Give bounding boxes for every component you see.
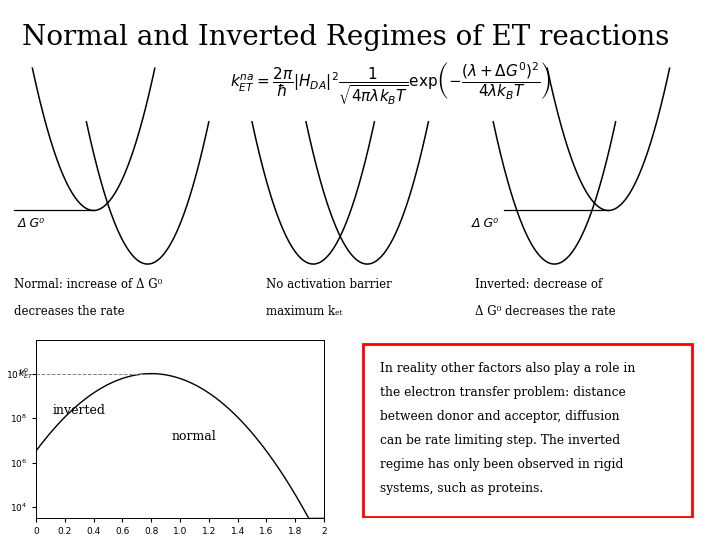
Text: Inverted: decrease of: Inverted: decrease of xyxy=(475,279,603,292)
Text: inverted: inverted xyxy=(53,404,106,417)
Text: can be rate limiting step. The inverted: can be rate limiting step. The inverted xyxy=(380,434,621,447)
Text: No activation barrier: No activation barrier xyxy=(266,279,392,292)
Text: In reality other factors also play a role in: In reality other factors also play a rol… xyxy=(380,362,636,375)
Text: Normal: increase of Δ G⁰: Normal: increase of Δ G⁰ xyxy=(14,279,163,292)
Text: the electron transfer problem: distance: the electron transfer problem: distance xyxy=(380,386,626,399)
Text: decreases the rate: decreases the rate xyxy=(14,305,125,318)
Text: Normal and Inverted Regimes of ET reactions: Normal and Inverted Regimes of ET reacti… xyxy=(22,24,669,51)
Text: Δ G⁰ decreases the rate: Δ G⁰ decreases the rate xyxy=(475,305,616,318)
Text: Δ G⁰: Δ G⁰ xyxy=(18,217,45,230)
Text: $k_{ET}^0$: $k_{ET}^0$ xyxy=(17,366,33,381)
Text: Δ G⁰: Δ G⁰ xyxy=(472,217,499,230)
Text: systems, such as proteins.: systems, such as proteins. xyxy=(380,482,544,495)
Text: between donor and acceptor, diffusion: between donor and acceptor, diffusion xyxy=(380,410,620,423)
Text: regime has only been observed in rigid: regime has only been observed in rigid xyxy=(380,458,624,471)
Text: $k_{ET}^{na} = \dfrac{2\pi}{\hbar}|H_{DA}|^2 \dfrac{1}{\sqrt{4\pi\lambda k_B T}}: $k_{ET}^{na} = \dfrac{2\pi}{\hbar}|H_{DA… xyxy=(230,60,552,107)
Text: normal: normal xyxy=(172,430,217,443)
Text: maximum kₑₜ: maximum kₑₜ xyxy=(266,305,343,318)
